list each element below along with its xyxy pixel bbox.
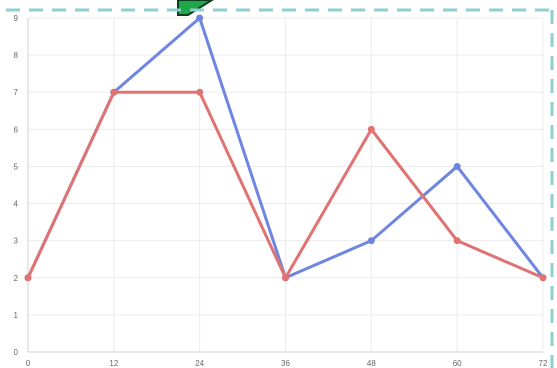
green-arrow-icon (177, 0, 214, 16)
y-tick-label-2: 2 (14, 274, 19, 283)
series-0-point-5[interactable] (453, 162, 461, 170)
x-tick-label-6: 72 (539, 359, 548, 368)
series-1-point-4[interactable] (367, 125, 375, 133)
x-tick-label-3: 36 (281, 359, 290, 368)
grid-layer (27, 17, 544, 353)
x-tick-label-0: 0 (26, 359, 31, 368)
y-tick-label-4: 4 (14, 200, 19, 209)
y-tick-label-8: 8 (14, 51, 19, 60)
y-tick-label-7: 7 (14, 88, 19, 97)
series-1-point-6[interactable] (539, 274, 547, 282)
x-tick-label-1: 12 (109, 359, 118, 368)
series-1-point-5[interactable] (453, 237, 461, 245)
y-tick-label-0: 0 (14, 348, 19, 357)
series-1-point-2[interactable] (196, 88, 204, 96)
y-tick-label-1: 1 (14, 311, 19, 320)
x-tick-label-4: 48 (367, 359, 376, 368)
overlay-layer (6, 0, 557, 368)
axis-layer (27, 18, 543, 353)
y-tick-label-6: 6 (14, 125, 19, 134)
series-1-point-3[interactable] (282, 274, 289, 282)
x-tick-label-2: 24 (195, 359, 204, 368)
y-tick-label-3: 3 (14, 237, 19, 246)
series-0-point-2[interactable] (196, 14, 204, 22)
y-tick-label-5: 5 (14, 162, 19, 171)
series-1-point-1[interactable] (110, 88, 118, 96)
series-layer (24, 14, 547, 282)
x-tick-label-5: 60 (453, 359, 462, 368)
series-1-point-0[interactable] (24, 274, 32, 282)
y-tick-label-9: 9 (14, 14, 19, 23)
series-0-point-4[interactable] (367, 237, 375, 245)
